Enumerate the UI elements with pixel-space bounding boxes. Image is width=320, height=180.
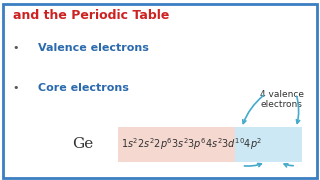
Text: Core electrons: Core electrons — [38, 83, 129, 93]
Text: and the Periodic Table: and the Periodic Table — [13, 9, 169, 22]
FancyBboxPatch shape — [118, 127, 242, 162]
Text: $1s^{2}2s^{2}2p^{6}3s^{2}3p^{6}4s^{2}3d^{10}4p^{2}$: $1s^{2}2s^{2}2p^{6}3s^{2}3p^{6}4s^{2}3d^… — [121, 136, 263, 152]
Text: Ge: Ge — [73, 137, 94, 151]
Text: •: • — [13, 43, 19, 53]
Text: Valence electrons: Valence electrons — [38, 43, 149, 53]
Text: •: • — [13, 83, 19, 93]
Text: 4 valence
electrons: 4 valence electrons — [260, 90, 304, 109]
FancyBboxPatch shape — [235, 127, 302, 162]
